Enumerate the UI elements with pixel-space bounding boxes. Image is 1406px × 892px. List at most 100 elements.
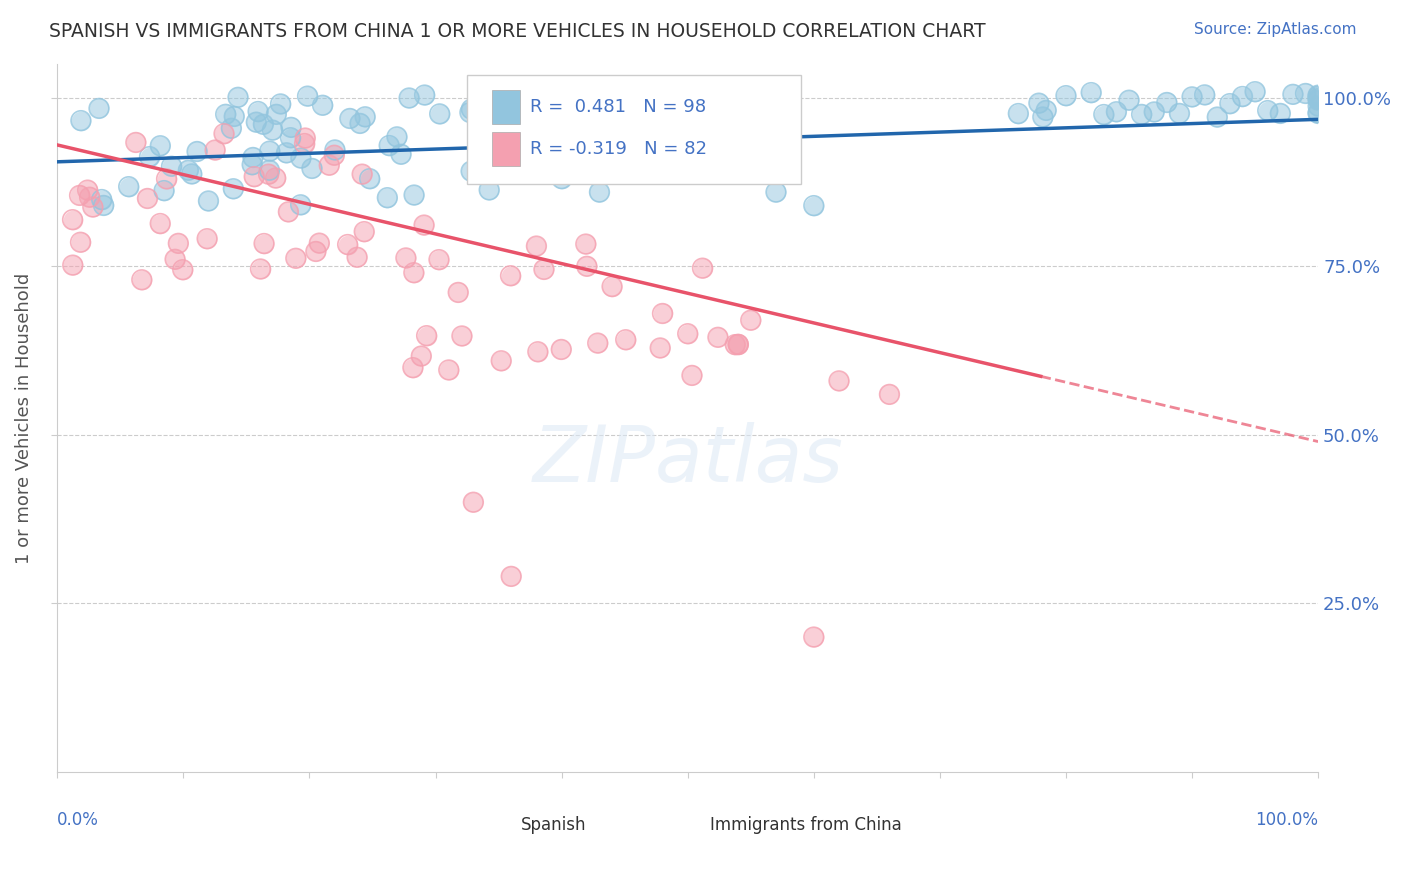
Point (264, 171, 287, 186)
Point (346, 250, 368, 264)
Point (1257, 103, 1279, 118)
Point (378, 138, 401, 153)
Point (266, 107, 288, 121)
Point (62, 212, 84, 227)
Point (651, 306, 673, 320)
Point (650, 341, 672, 355)
Point (588, 185, 610, 199)
Point (149, 217, 172, 231)
Point (62, 212, 84, 227)
Point (404, 188, 426, 202)
Point (626, 145, 648, 159)
Point (1054, 88, 1077, 103)
Point (276, 145, 298, 160)
Point (427, 252, 450, 267)
Point (651, 165, 673, 179)
Point (1032, 110, 1054, 124)
Point (221, 121, 243, 136)
Point (284, 252, 307, 266)
Point (221, 121, 243, 136)
Point (689, 152, 711, 166)
Point (323, 148, 346, 162)
Point (413, 218, 436, 232)
Point (402, 266, 425, 280)
Point (70, 113, 93, 128)
Point (499, 268, 522, 283)
Point (527, 344, 550, 359)
Point (264, 171, 287, 186)
Point (575, 237, 598, 252)
Point (533, 262, 555, 277)
Point (413, 88, 436, 103)
Point (724, 337, 747, 351)
Point (378, 138, 401, 153)
Point (353, 225, 375, 239)
Point (93, 198, 115, 212)
Point (276, 145, 298, 160)
Point (1308, 105, 1330, 120)
Point (879, 387, 901, 401)
Point (588, 185, 610, 199)
Point (226, 90, 249, 104)
Point (727, 337, 749, 351)
Point (70, 113, 93, 128)
Point (828, 374, 851, 388)
Point (180, 167, 202, 181)
Point (575, 237, 598, 252)
Point (280, 130, 302, 145)
Point (301, 161, 323, 176)
Point (413, 218, 436, 232)
Point (575, 260, 598, 274)
Point (526, 239, 548, 253)
Point (153, 184, 176, 198)
Point (155, 172, 177, 186)
Point (404, 188, 426, 202)
Point (240, 158, 263, 172)
Point (879, 387, 901, 401)
Point (69, 188, 91, 202)
Point (160, 159, 183, 173)
Point (353, 225, 375, 239)
Point (1308, 93, 1330, 107)
Point (626, 145, 648, 159)
Point (294, 131, 316, 145)
Point (259, 144, 281, 158)
Point (375, 191, 398, 205)
Point (172, 262, 194, 277)
Point (136, 191, 159, 205)
Point (224, 110, 246, 124)
Text: R =  0.481   N = 98: R = 0.481 N = 98 (530, 97, 706, 116)
Point (240, 158, 263, 172)
Point (1308, 89, 1330, 103)
Point (339, 112, 361, 126)
Point (354, 110, 377, 124)
Point (69, 235, 91, 250)
Point (226, 90, 249, 104)
Point (215, 107, 238, 121)
Point (305, 244, 328, 259)
Point (550, 343, 572, 357)
Point (1007, 106, 1029, 120)
Point (1028, 96, 1050, 111)
Point (614, 333, 637, 347)
Point (336, 237, 359, 252)
Point (411, 349, 433, 363)
Point (499, 268, 522, 283)
Point (262, 123, 284, 137)
Text: 0.0%: 0.0% (58, 811, 100, 829)
Point (586, 336, 609, 351)
Point (600, 279, 623, 293)
Point (501, 569, 523, 583)
Point (533, 262, 555, 277)
Point (651, 306, 673, 320)
Point (1295, 87, 1317, 101)
Point (727, 337, 749, 351)
Point (1206, 110, 1229, 124)
Point (125, 136, 148, 150)
Point (270, 97, 292, 112)
Point (352, 167, 374, 181)
Point (527, 344, 550, 359)
Point (153, 184, 176, 198)
Point (1282, 87, 1305, 102)
Point (460, 102, 482, 116)
